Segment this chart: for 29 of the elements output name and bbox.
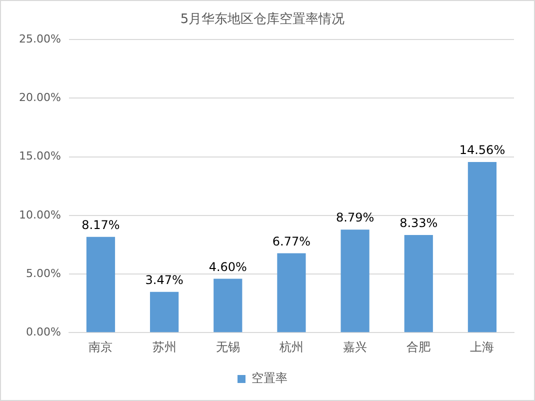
bar [150, 292, 179, 332]
x-tick-label: 嘉兴 [343, 340, 368, 354]
y-tick-label: 20.00% [18, 91, 61, 104]
y-tick-label: 0.00% [26, 325, 61, 338]
x-tick-label: 上海 [470, 340, 494, 354]
data-label: 8.17% [82, 218, 120, 232]
x-tick-label: 苏州 [152, 340, 176, 354]
data-label: 14.56% [459, 143, 506, 158]
y-tick-label: 25.00% [18, 32, 61, 46]
data-label: 8.79% [336, 210, 374, 225]
chart-title: 5月华东地区仓库空置率情况 [180, 11, 345, 28]
data-label: 3.47% [145, 273, 184, 288]
data-label: 4.60% [208, 260, 247, 274]
data-label: 8.33% [400, 216, 438, 230]
bar [404, 234, 433, 332]
y-tick-label: 15.00% [18, 150, 61, 163]
bar [214, 278, 242, 332]
bar [277, 253, 306, 332]
x-tick-label: 南京 [88, 340, 113, 354]
bar [86, 236, 116, 332]
bar [468, 162, 497, 332]
x-tick-label: 无锡 [216, 340, 240, 354]
y-tick-label: 10.00% [18, 208, 61, 222]
data-label: 6.77% [272, 234, 311, 248]
bar [340, 230, 370, 332]
y-tick-label: 5.00% [26, 266, 61, 280]
x-tick-label: 杭州 [278, 340, 304, 354]
legend-label: 空置率 [252, 371, 288, 386]
x-tick-label: 合肥 [406, 340, 431, 354]
